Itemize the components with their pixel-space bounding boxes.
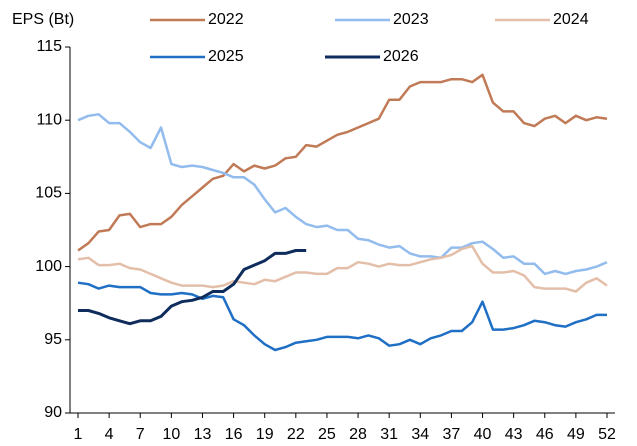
y-tick-label: 95 [44, 331, 62, 348]
series-line [77, 244, 608, 293]
x-tick-label: 46 [536, 426, 554, 443]
x-tick-label: 16 [225, 426, 243, 443]
x-tick-label: 10 [162, 426, 180, 443]
x-tick-label: 25 [318, 426, 336, 443]
x-tick-label: 34 [411, 426, 429, 443]
legend-label: 2023 [393, 11, 429, 28]
x-tick-label: 13 [194, 426, 212, 443]
series-line [77, 73, 608, 252]
legend-label: 2024 [553, 11, 589, 28]
x-tick-label: 4 [105, 426, 114, 443]
x-tick-label: 7 [136, 426, 145, 443]
y-tick-label: 105 [35, 185, 62, 202]
x-tick-label: 40 [474, 426, 492, 443]
legend-label: 2025 [208, 48, 244, 65]
x-tick-label: 1 [74, 426, 83, 443]
x-tick-label: 37 [443, 426, 461, 443]
x-tick-label: 19 [256, 426, 274, 443]
series-line [77, 281, 607, 352]
series-line [78, 249, 307, 326]
y-tick-label: 115 [36, 38, 62, 55]
y-axis-label: EPS (Bt) [12, 11, 74, 28]
x-tick-label: 31 [380, 426, 398, 443]
y-tick-label: 100 [35, 258, 62, 275]
x-tick-label: 52 [598, 426, 616, 443]
series-line [77, 113, 608, 276]
legend-label: 2022 [208, 11, 244, 28]
y-tick-label: 90 [44, 404, 62, 421]
legend-label: 2026 [383, 48, 419, 65]
x-tick-label: 28 [349, 426, 367, 443]
y-tick-label: 110 [36, 111, 62, 128]
x-tick-label: 43 [505, 426, 523, 443]
x-tick-label: 49 [567, 426, 585, 443]
x-tick-label: 22 [287, 426, 305, 443]
